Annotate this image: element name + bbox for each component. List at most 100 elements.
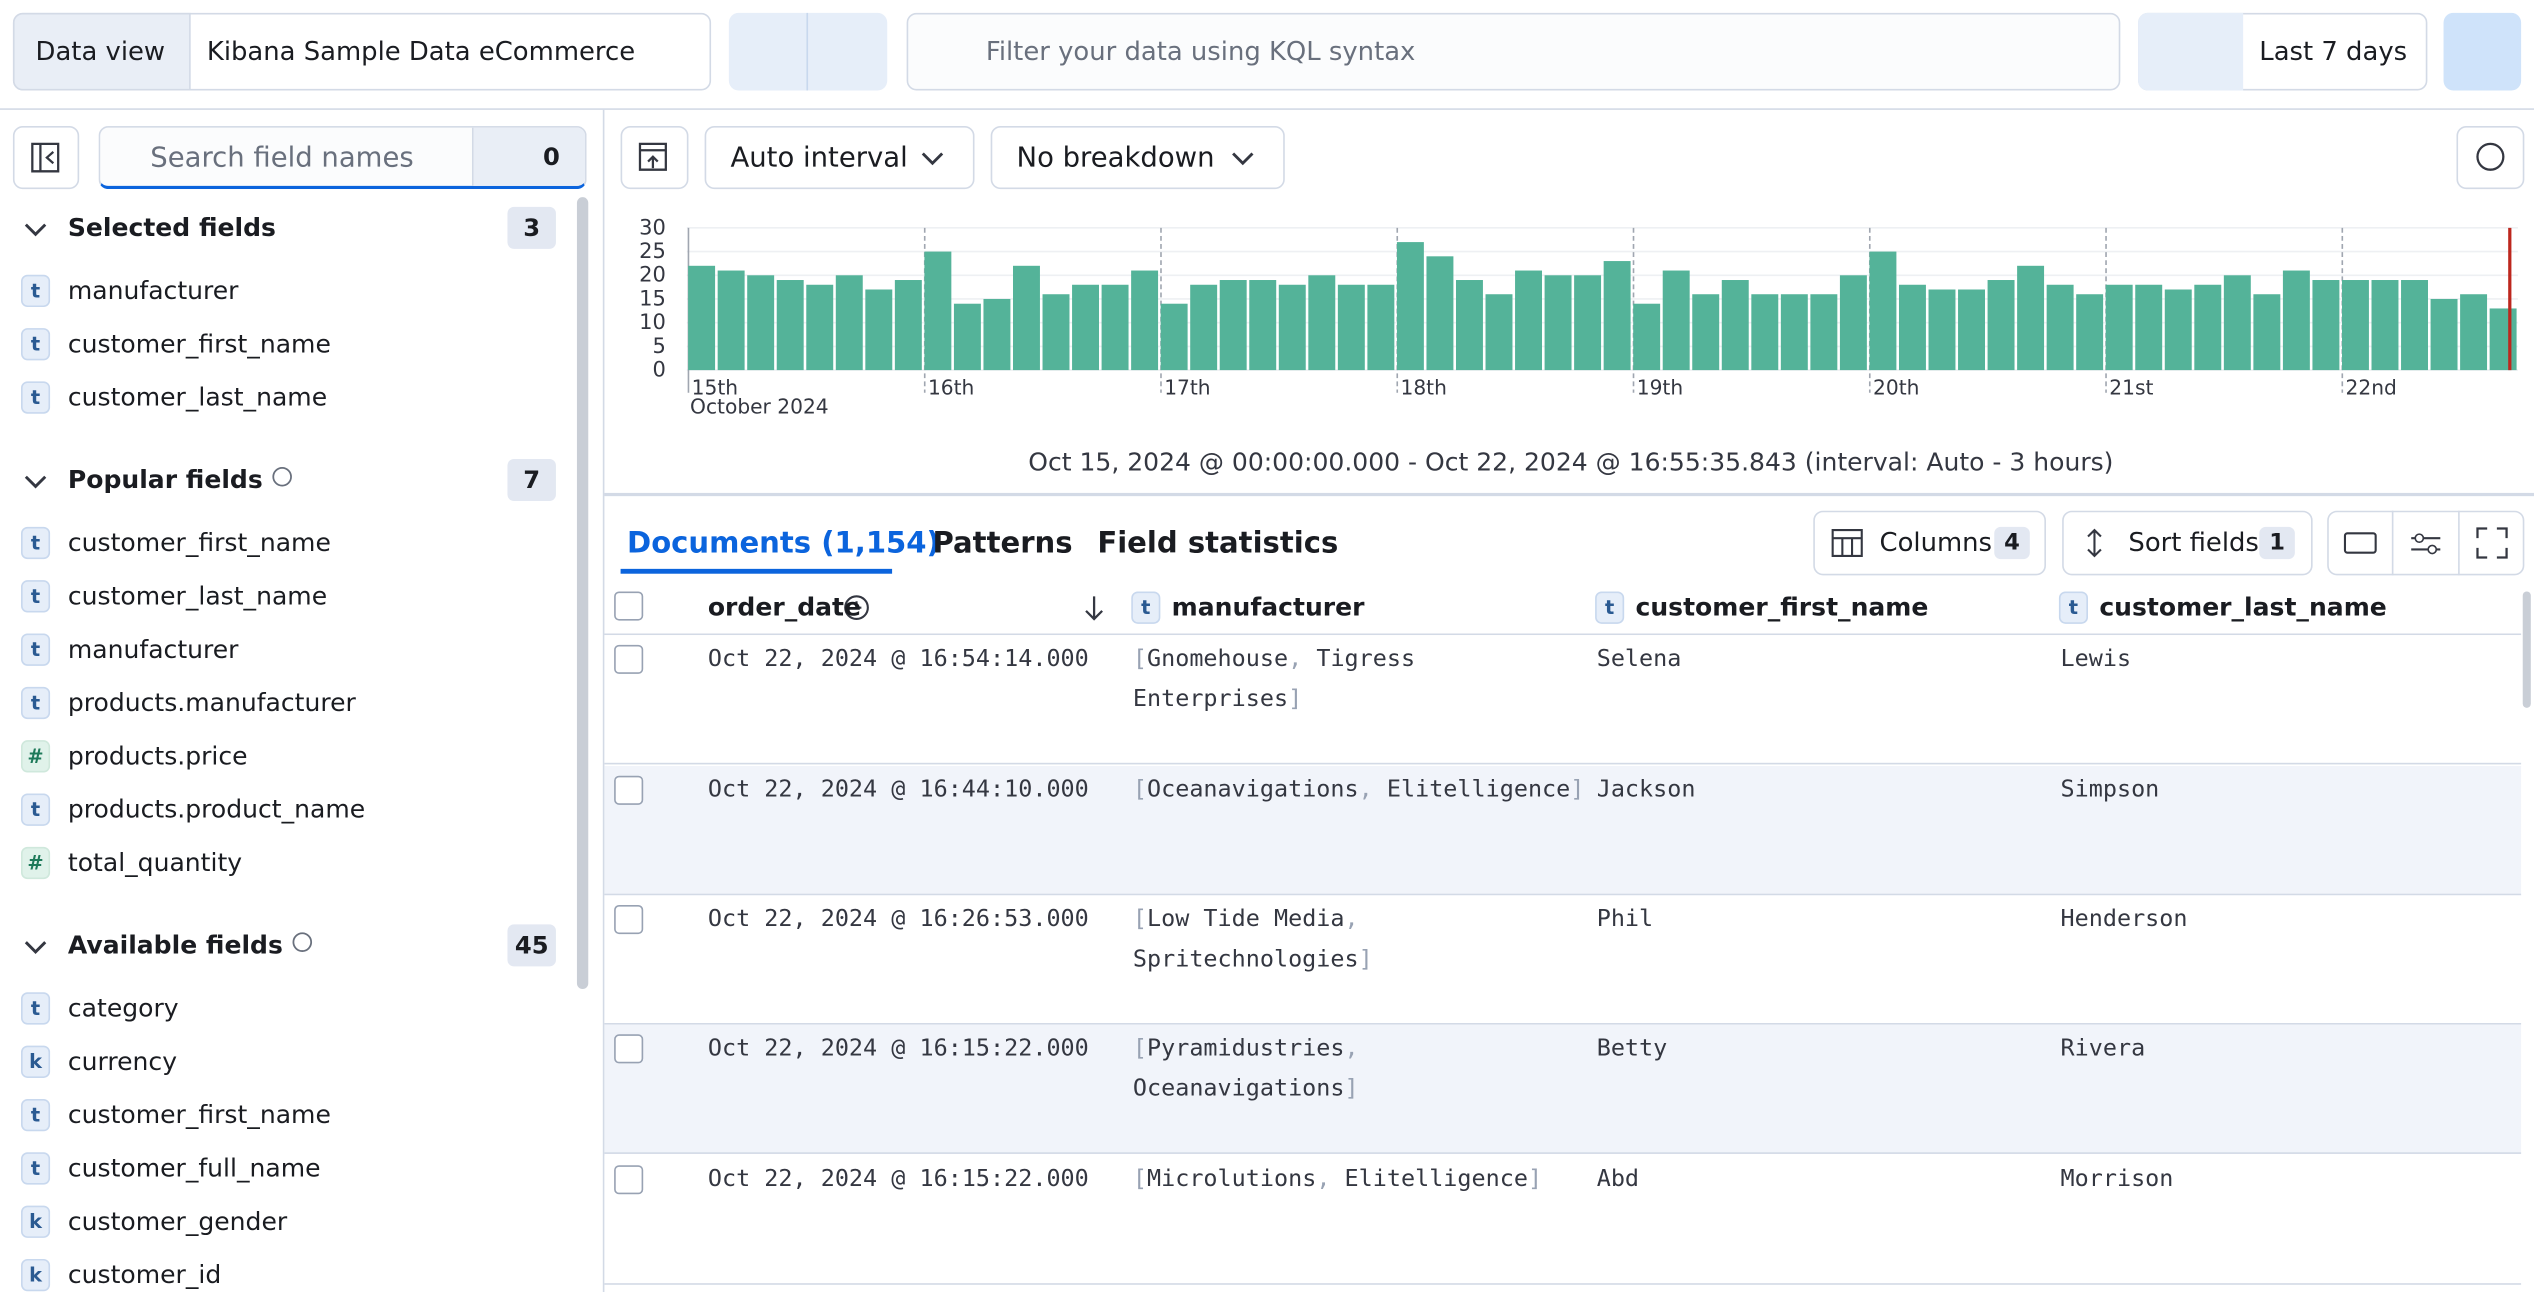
bar <box>2312 280 2340 371</box>
histogram-caption: Oct 15, 2024 @ 00:00:00.000 - Oct 22, 20… <box>1028 447 2113 476</box>
bar <box>953 303 981 371</box>
divider <box>2391 510 2394 576</box>
bar <box>2194 284 2222 371</box>
bar <box>1780 294 1808 371</box>
bar <box>1544 275 1572 371</box>
y-tick-label: 20 <box>639 263 666 287</box>
table-row <box>604 1024 2522 1154</box>
x-tick-label: 15th <box>692 375 738 399</box>
cell: Oct 22, 2024 @ 16:15:22.000 <box>708 1160 1128 1200</box>
time-range: Last 7 days <box>2259 35 2408 67</box>
breakdown-select[interactable] <box>990 126 1285 190</box>
bar <box>1810 294 1838 371</box>
field-type: t <box>1141 596 1151 619</box>
cell: Phil <box>1597 900 2017 940</box>
field-name: customer_first_name <box>67 329 331 359</box>
query-input[interactable] <box>906 12 2121 91</box>
field-filter-button[interactable] <box>471 127 586 186</box>
row-checkbox[interactable] <box>614 644 644 674</box>
y-tick-label: 15 <box>639 286 666 310</box>
panel-divider <box>604 492 2534 497</box>
save-viz-button[interactable] <box>620 126 689 190</box>
table-row <box>604 766 2522 896</box>
column-header: order_date <box>707 593 862 623</box>
field-type-badge: t <box>1595 591 1625 624</box>
interval-select[interactable] <box>704 126 975 190</box>
bar <box>2401 280 2428 371</box>
first-name: Jackson <box>1596 777 1696 804</box>
bar <box>2135 284 2163 371</box>
filter-buttons[interactable] <box>728 12 888 91</box>
bar <box>1455 280 1483 371</box>
list-bracket: ] <box>1288 686 1303 713</box>
manufacturer: Gnomehouse <box>1147 646 1289 673</box>
row-checkbox[interactable] <box>614 775 644 805</box>
bar <box>983 298 1011 371</box>
field-type-badge: t <box>21 686 51 720</box>
field-name: customer_id <box>67 1260 222 1290</box>
bar <box>2489 308 2517 371</box>
field-type-badge: t <box>21 526 51 560</box>
chart-options-button[interactable] <box>2456 126 2525 190</box>
field-name: customer_first_name <box>67 528 331 558</box>
first-name: Selena <box>1596 646 1682 673</box>
bar <box>1485 294 1513 371</box>
sort-count-badge: 1 <box>2259 526 2295 560</box>
x-tick-label: 20th <box>1873 375 1919 399</box>
bar <box>1633 303 1661 371</box>
select-all-checkbox[interactable] <box>614 591 644 621</box>
viz-icon <box>638 142 667 171</box>
cell: [Oceanavigations, Elitelligence] <box>1133 771 1586 811</box>
bar <box>894 280 922 371</box>
x-tick-label: 19th <box>1637 375 1683 399</box>
tab: Field statistics <box>1097 526 1339 561</box>
bar <box>2460 294 2488 371</box>
cell: [Pyramidustries, Oceanavigations] <box>1133 1029 1586 1110</box>
help-icon <box>272 466 292 487</box>
x-sublabel: October 2024 <box>690 395 829 419</box>
sort-button[interactable] <box>2062 510 2313 576</box>
manufacturer: Tigress Enterprises <box>1132 646 1416 713</box>
bar <box>1190 284 1218 371</box>
bar <box>2046 284 2074 371</box>
field-name: category <box>67 993 179 1023</box>
y-tick-label: 30 <box>639 215 666 239</box>
chevron-icon <box>921 152 944 166</box>
field-type: t <box>2068 596 2079 619</box>
fullscreen-icon <box>2476 527 2508 559</box>
manufacturer: Elitelligence <box>1386 777 1571 804</box>
refresh-button[interactable] <box>2443 12 2522 91</box>
bar <box>1898 284 1926 371</box>
row-checkbox[interactable] <box>614 905 644 935</box>
table-row <box>604 895 2522 1025</box>
field-type: k <box>29 1050 42 1074</box>
grid-controls[interactable] <box>2327 510 2525 576</box>
cell: Lewis <box>2061 640 2481 680</box>
bar <box>1662 270 1690 371</box>
cell: [Gnomehouse, Tigress Enterprises] <box>1133 640 1586 721</box>
columns-button[interactable] <box>1813 510 2046 576</box>
bar <box>2371 280 2399 371</box>
row-border <box>604 633 2522 636</box>
field-type: t <box>30 638 41 661</box>
bar <box>1042 294 1070 371</box>
bar <box>1869 251 1897 371</box>
chevron-icon <box>1232 152 1254 166</box>
bar <box>806 284 834 371</box>
order-date: Oct 22, 2024 @ 16:26:53.000 <box>707 906 1089 933</box>
scrollbar <box>576 197 589 990</box>
columns-count: 4 <box>2004 530 2020 556</box>
row-checkbox[interactable] <box>614 1034 644 1064</box>
date-quick-menu[interactable] <box>2138 12 2244 91</box>
list-bracket: [ <box>1132 906 1148 933</box>
collapse-button[interactable] <box>12 126 80 190</box>
bar <box>1012 265 1040 371</box>
first-name: Betty <box>1596 1035 1668 1062</box>
row-checkbox[interactable] <box>614 1165 644 1195</box>
field-name: manufacturer <box>67 635 239 665</box>
last-name: Henderson <box>2060 906 2188 933</box>
manufacturer: Elitelligence <box>1344 1166 1528 1193</box>
section-count: 7 <box>523 465 541 495</box>
breakdown-label: No breakdown <box>1016 142 1215 175</box>
bar <box>1337 284 1365 371</box>
